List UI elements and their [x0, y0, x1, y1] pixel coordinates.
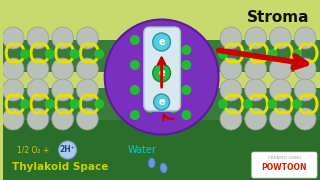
Circle shape [220, 79, 242, 101]
Circle shape [20, 49, 30, 59]
Circle shape [220, 108, 242, 130]
Circle shape [294, 79, 316, 101]
Text: Thylakoid Space: Thylakoid Space [12, 162, 109, 172]
Ellipse shape [160, 163, 167, 173]
Circle shape [76, 27, 98, 49]
Circle shape [220, 58, 242, 80]
Text: Stroma: Stroma [247, 10, 310, 24]
Circle shape [130, 110, 140, 120]
Bar [3, 40, 320, 72]
Circle shape [153, 64, 171, 82]
Circle shape [45, 49, 55, 59]
Circle shape [218, 49, 228, 59]
Circle shape [292, 49, 302, 59]
Text: POWTOON: POWTOON [262, 163, 307, 172]
Circle shape [181, 110, 191, 120]
Circle shape [2, 27, 24, 49]
Circle shape [268, 49, 277, 59]
Circle shape [243, 49, 253, 59]
Bar [3, 0, 320, 90]
Circle shape [69, 49, 79, 59]
Circle shape [167, 33, 176, 43]
Text: 2H⁺: 2H⁺ [60, 145, 76, 154]
Bar [3, 88, 320, 120]
Circle shape [154, 94, 170, 110]
Circle shape [145, 103, 155, 113]
Circle shape [268, 99, 277, 109]
Circle shape [76, 108, 98, 130]
Circle shape [294, 108, 316, 130]
Circle shape [52, 58, 74, 80]
Circle shape [243, 99, 253, 109]
Circle shape [94, 99, 104, 109]
Circle shape [245, 58, 267, 80]
Circle shape [245, 79, 267, 101]
Circle shape [294, 58, 316, 80]
Circle shape [20, 99, 30, 109]
Bar [3, 90, 320, 180]
Circle shape [130, 35, 140, 45]
Circle shape [27, 58, 49, 80]
Circle shape [27, 108, 49, 130]
Circle shape [52, 79, 74, 101]
Circle shape [153, 33, 171, 51]
Text: e: e [158, 97, 165, 107]
Circle shape [52, 108, 74, 130]
Circle shape [181, 60, 191, 70]
Circle shape [181, 45, 191, 55]
Circle shape [76, 58, 98, 80]
FancyBboxPatch shape [252, 152, 317, 178]
FancyBboxPatch shape [144, 27, 180, 111]
Ellipse shape [105, 19, 219, 134]
Circle shape [94, 49, 104, 59]
Circle shape [147, 27, 157, 37]
Circle shape [292, 99, 302, 109]
Circle shape [245, 108, 267, 130]
Circle shape [269, 27, 291, 49]
Circle shape [218, 99, 228, 109]
Text: 1/2 O₂ +: 1/2 O₂ + [17, 145, 49, 154]
Circle shape [76, 79, 98, 101]
Ellipse shape [148, 158, 155, 168]
Circle shape [69, 99, 79, 109]
Text: CREATED USING: CREATED USING [268, 156, 301, 160]
Circle shape [2, 108, 24, 130]
Text: e: e [158, 68, 165, 78]
Circle shape [59, 141, 76, 159]
Circle shape [181, 85, 191, 95]
Circle shape [27, 27, 49, 49]
Text: Water: Water [127, 145, 156, 155]
Circle shape [245, 27, 267, 49]
Text: e: e [158, 37, 165, 47]
Circle shape [269, 108, 291, 130]
Circle shape [130, 85, 140, 95]
Circle shape [130, 60, 140, 70]
Circle shape [220, 27, 242, 49]
Circle shape [27, 79, 49, 101]
Circle shape [52, 27, 74, 49]
Circle shape [2, 58, 24, 80]
Circle shape [169, 103, 179, 113]
Circle shape [45, 99, 55, 109]
Circle shape [269, 58, 291, 80]
Circle shape [294, 27, 316, 49]
Circle shape [2, 79, 24, 101]
Circle shape [269, 79, 291, 101]
